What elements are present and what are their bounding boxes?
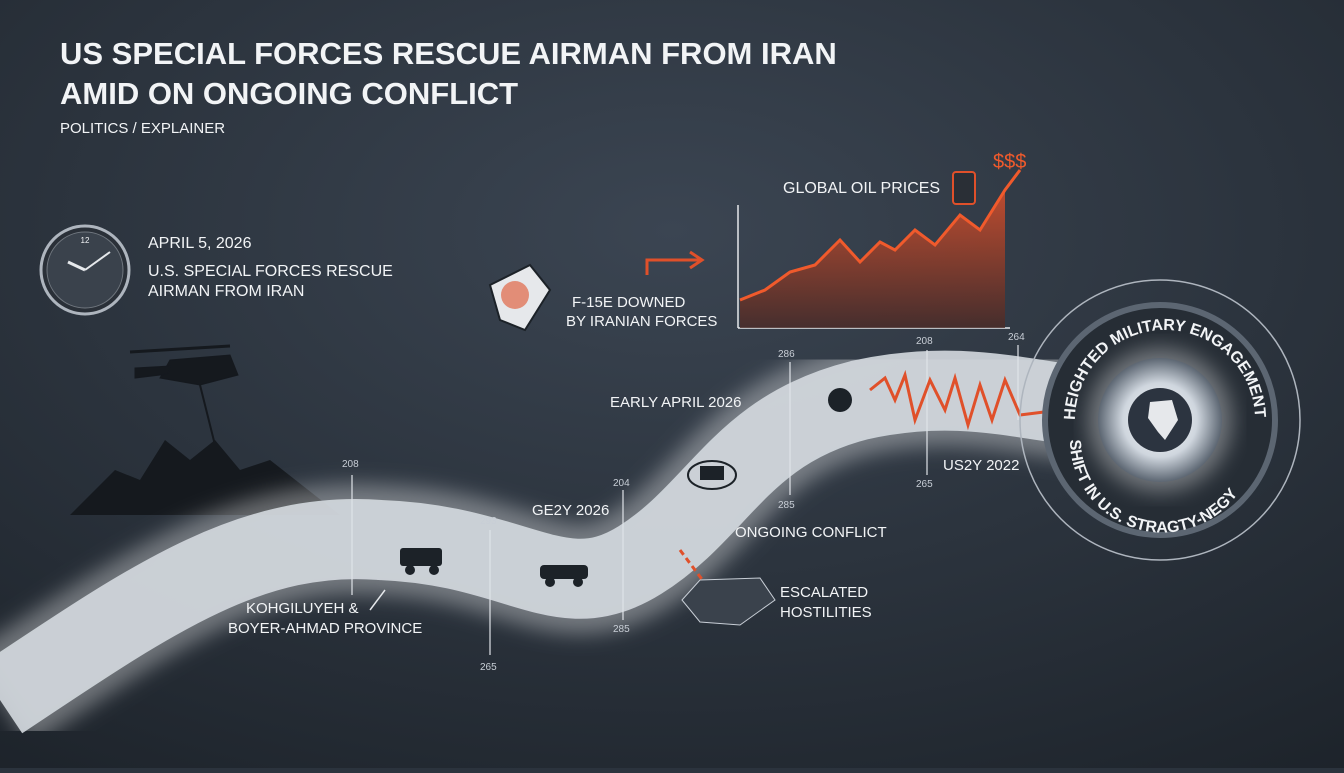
marker-label: 286 <box>778 349 795 360</box>
title-line: US SPECIAL FORCES RESCUE AIRMAN FROM IRA… <box>60 36 837 71</box>
marker-label: 204 <box>613 478 630 489</box>
event-text: U.S. SPECIAL FORCES RESCUE <box>148 263 393 280</box>
clock-icon: 12 <box>39 224 131 316</box>
oil-chart <box>737 169 1022 329</box>
title-line: AMID ON ONGOING CONFLICT <box>60 76 518 111</box>
marker-label: 285 <box>778 500 795 511</box>
marker-label: 293 <box>480 516 497 527</box>
marker-label: 264 <box>1008 332 1025 343</box>
marker-label: 208 <box>916 336 933 347</box>
downed-label: F-15E DOWNED <box>572 294 686 311</box>
jet-icon <box>488 263 552 332</box>
oil-symbol: $$$ <box>993 151 1026 173</box>
downed-label: BY IRANIAN FORCES <box>566 313 717 330</box>
event-date: APRIL 5, 2026 <box>148 235 252 252</box>
event-text: AIRMAN FROM IRAN <box>148 283 304 300</box>
marker-label: 208 <box>342 459 359 470</box>
timeline-label: ESCALATED <box>780 584 868 601</box>
province-label: KOHGILUYEH & <box>246 600 359 617</box>
arrow <box>645 250 705 275</box>
map-icon <box>681 577 776 626</box>
timeline-label: ONGOING CONFLICT <box>735 524 887 541</box>
helicopter-icon <box>129 344 239 446</box>
vehicle-icons <box>400 388 852 587</box>
clock-numeral: 12 <box>81 236 90 245</box>
marker-label: 265 <box>916 479 933 490</box>
oil-title: GLOBAL OIL PRICES <box>783 180 940 197</box>
globe-badge <box>1019 279 1301 561</box>
province-label: BOYER-AHMAD PROVINCE <box>228 620 422 637</box>
timeline-label: GE2Y 2026 <box>532 502 609 519</box>
conflict-line <box>869 369 1061 431</box>
timeline-label: US2Y 2022 <box>943 457 1019 474</box>
marker-label: 285 <box>613 624 630 635</box>
marker-label: 265 <box>480 662 497 673</box>
timeline-label: HOSTILITIES <box>780 604 872 621</box>
timeline-label: EARLY APRIL 2026 <box>610 394 741 411</box>
markers: 208 293 265 204 285 286 285 208 265 264 <box>342 332 1025 673</box>
category: POLITICS / EXPLAINER <box>60 120 225 137</box>
timeline-road <box>0 335 1117 746</box>
pointer <box>369 589 386 611</box>
